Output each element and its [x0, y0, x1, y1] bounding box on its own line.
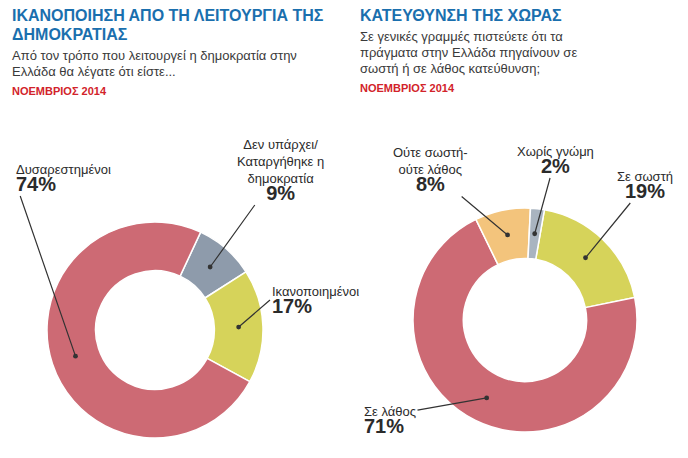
html-text:Σε γενικές γραμμές πιστεύετε ό: Σε γενικές γραμμές πιστεύετε ότι τα πράγ…: [360, 29, 578, 76]
svg-text:Δυσαρεστημένοι74%: Δυσαρεστημένοι74%: [16, 162, 111, 195]
html-text:Από τον τρόπο που λειτουργεί η: Από τον τρόπο που λειτουργεί η δημοκρατί…: [12, 48, 297, 79]
svg-text:Ικανοποιημένοι17%: Ικανοποιημένοι17%: [272, 284, 359, 317]
svg-text:Χωρίς γνώμη2%: Χωρίς γνώμη2%: [517, 144, 594, 177]
html-text:ΝΟΕΜΒΡΙΟΣ 2014: ΝΟΕΜΒΡΙΟΣ 2014: [360, 82, 454, 94]
svg-text:Σε σωστή19%: Σε σωστή19%: [617, 169, 673, 202]
html-text:ΙΚΑΝΟΠΟΙΗΣΗ ΑΠΟ ΤΗ ΛΕΙΤΟΥΡΓΙΑ: ΙΚΑΝΟΠΟΙΗΣΗ ΑΠΟ ΤΗ ΛΕΙΤΟΥΡΓΙΑ ΤΗΣ ΔΗΜΟΚΡ…: [12, 7, 324, 43]
svg-text:Δεν υπάρχει/Καταργήθηκε ηδημοκ: Δεν υπάρχει/Καταργήθηκε ηδημοκρατία9%: [237, 137, 324, 204]
svg-text:Σε λάθος71%: Σε λάθος71%: [364, 404, 416, 437]
svg-text:Ούτε σωστή-ούτε λάθος8%: Ούτε σωστή-ούτε λάθος8%: [393, 145, 468, 195]
html-text:ΝΟΕΜΒΡΙΟΣ 2014: ΝΟΕΜΒΡΙΟΣ 2014: [12, 85, 106, 97]
html-text:ΚΑΤΕΥΘΥΝΣΗ ΤΗΣ ΧΩΡΑΣ: ΚΑΤΕΥΘΥΝΣΗ ΤΗΣ ΧΩΡΑΣ: [360, 7, 562, 24]
